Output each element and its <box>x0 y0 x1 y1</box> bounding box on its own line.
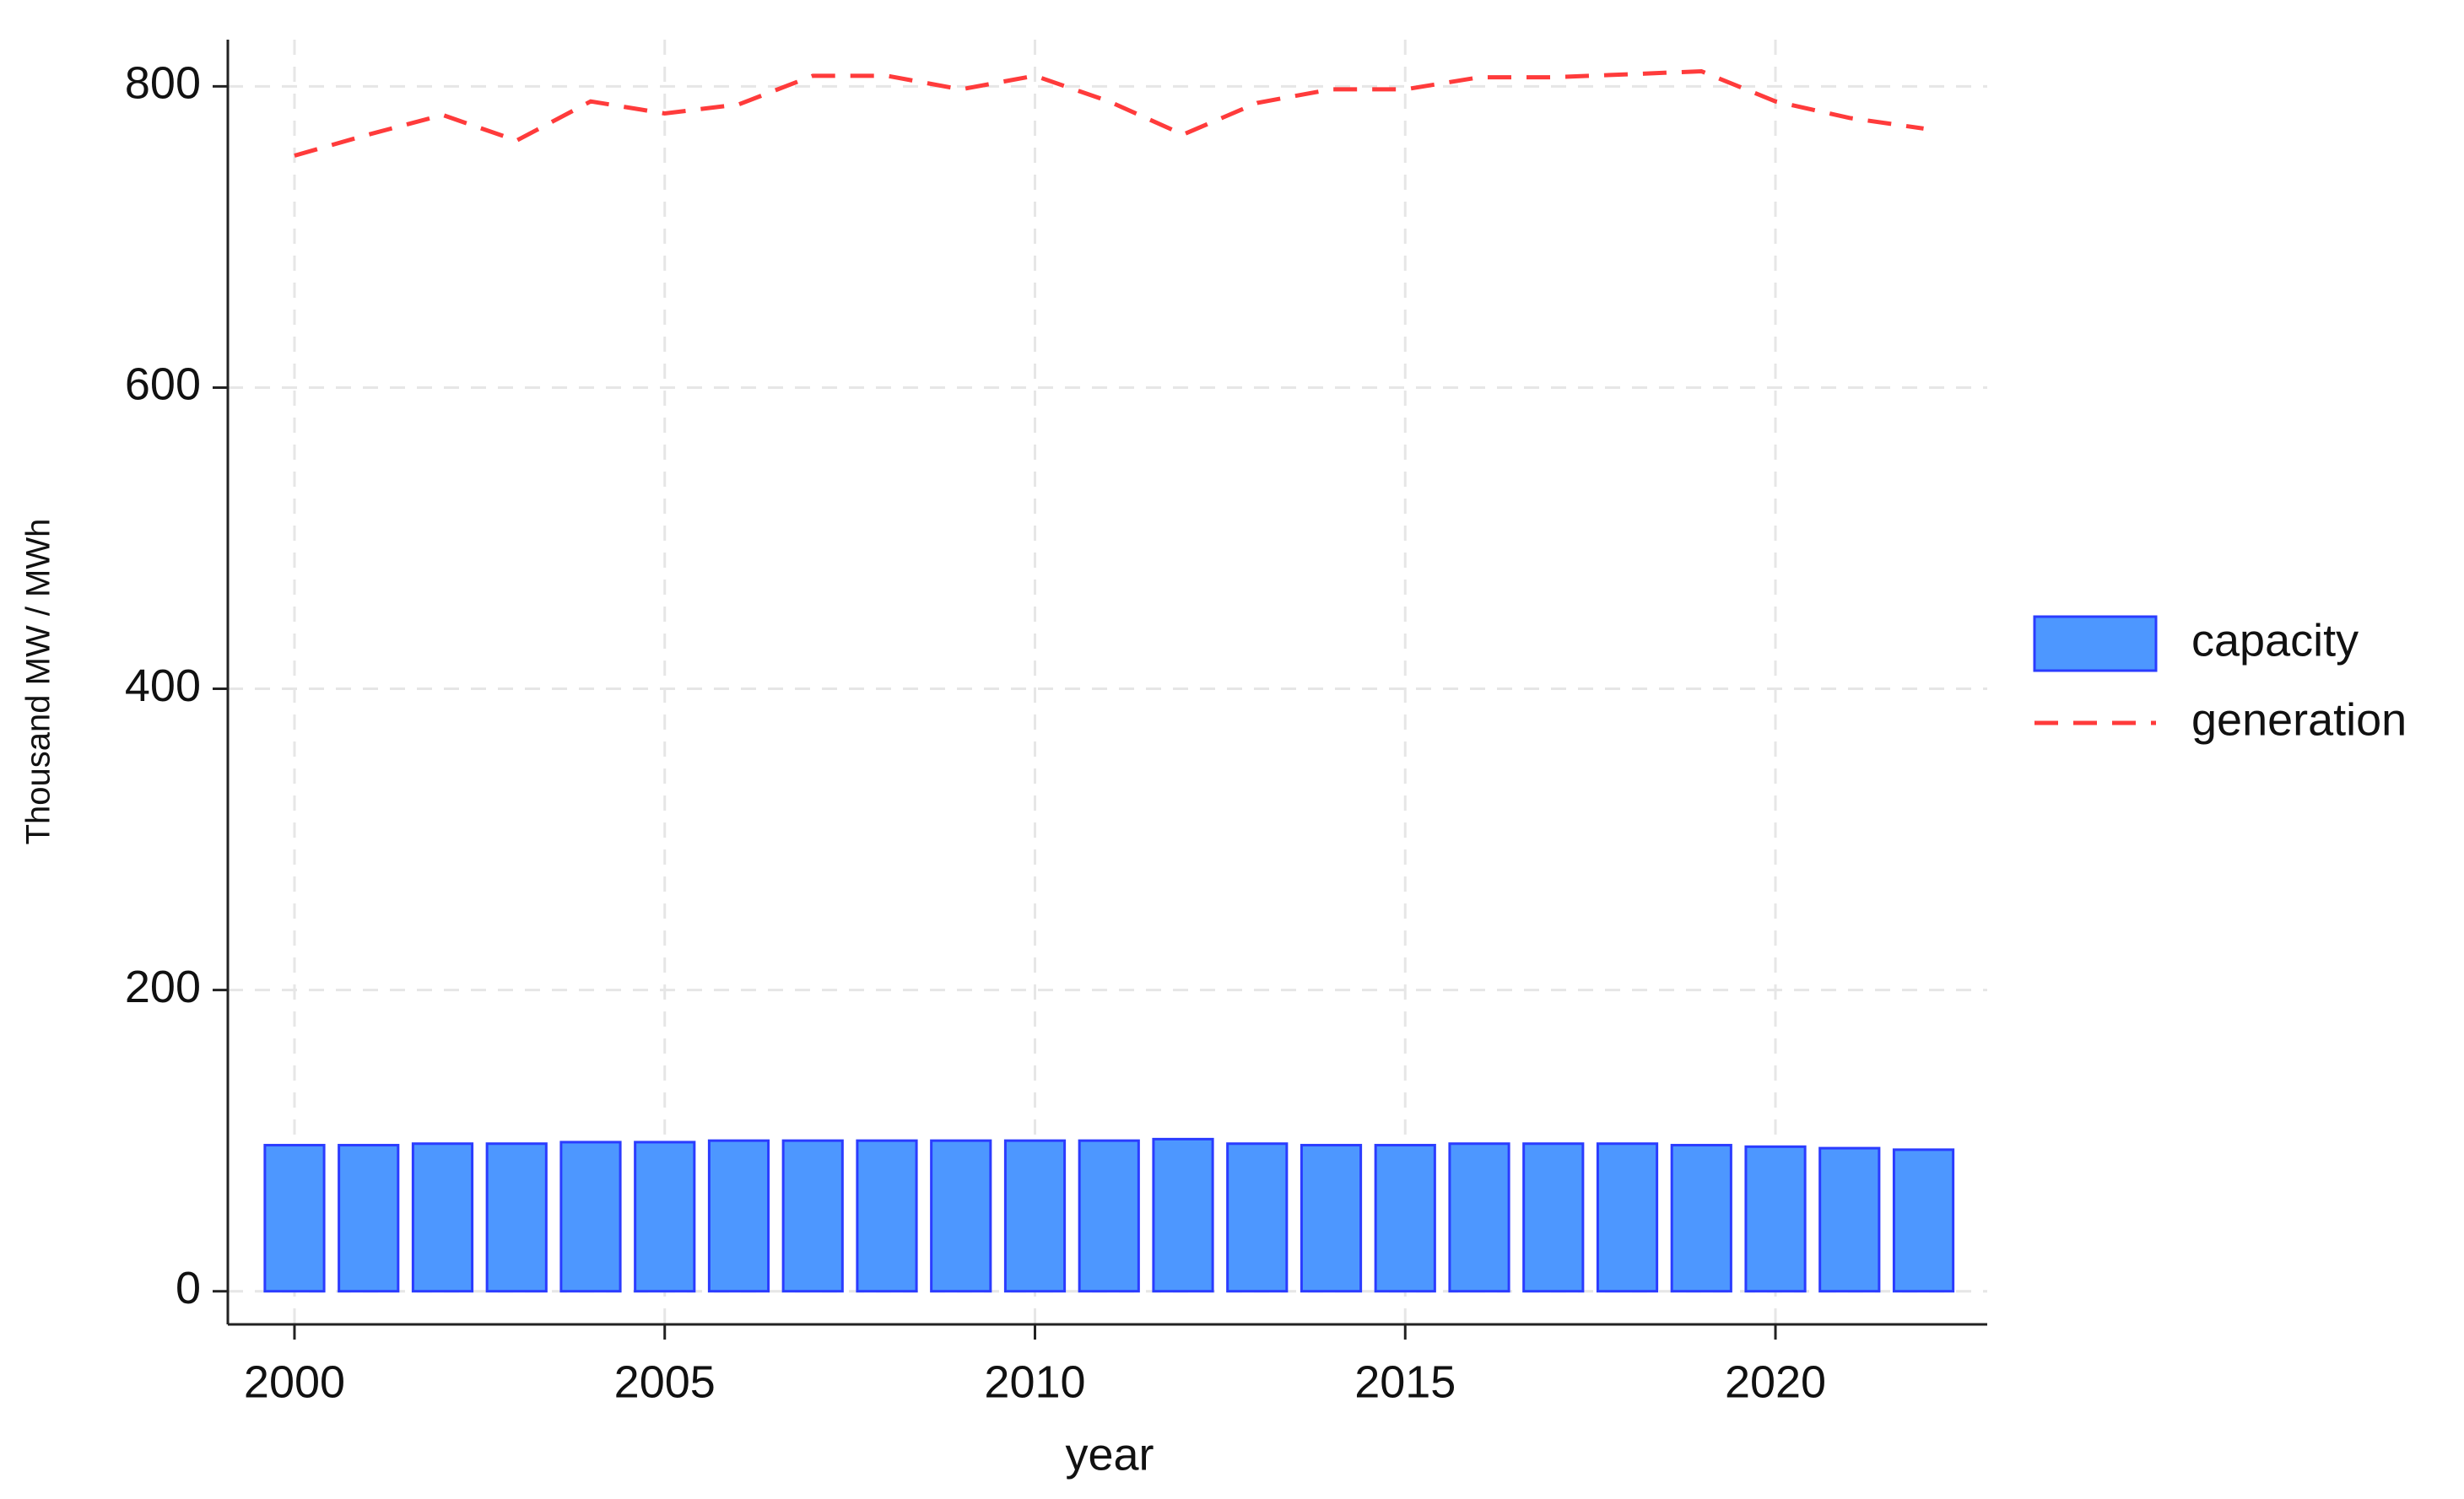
bar <box>485 1142 548 1293</box>
x-axis-label: year <box>1065 1429 1154 1480</box>
bar <box>338 1144 400 1293</box>
bar <box>1818 1146 1881 1293</box>
x-tick-label: 2000 <box>244 1356 345 1407</box>
bar <box>559 1140 622 1293</box>
bar <box>634 1140 696 1293</box>
bar <box>930 1139 992 1293</box>
y-tick-label: 800 <box>125 58 201 109</box>
bar <box>1892 1148 1955 1293</box>
line <box>294 68 1924 158</box>
x-tick-label: 2005 <box>614 1356 716 1407</box>
bar <box>1226 1142 1289 1293</box>
y-axis-label: Thousand MW / MWh <box>20 519 57 845</box>
bar <box>707 1139 770 1293</box>
x-tick-label: 2020 <box>1725 1356 1826 1407</box>
bar <box>411 1142 474 1293</box>
x-tick-label: 2010 <box>984 1356 1085 1407</box>
bar <box>1152 1137 1214 1293</box>
legend-swatch <box>2033 615 2158 672</box>
bar <box>1596 1142 1659 1293</box>
bar <box>856 1139 918 1293</box>
bar <box>1670 1144 1732 1293</box>
bar <box>1374 1144 1436 1293</box>
y-tick-label: 0 <box>176 1263 201 1313</box>
bar <box>1078 1139 1140 1293</box>
y-tick-label: 400 <box>125 661 201 711</box>
y-tick-label: 600 <box>125 359 201 410</box>
bar <box>1522 1142 1585 1293</box>
bar <box>1448 1142 1510 1293</box>
bar <box>1744 1145 1807 1293</box>
bar <box>1003 1139 1067 1293</box>
bar <box>781 1139 844 1293</box>
bar <box>1300 1144 1363 1293</box>
x-tick-label: 2015 <box>1354 1356 1456 1407</box>
legend-label: capacity <box>2191 615 2359 666</box>
bar <box>263 1144 326 1293</box>
legend-label: generation <box>2191 694 2407 745</box>
y-tick-label: 200 <box>125 962 201 1012</box>
